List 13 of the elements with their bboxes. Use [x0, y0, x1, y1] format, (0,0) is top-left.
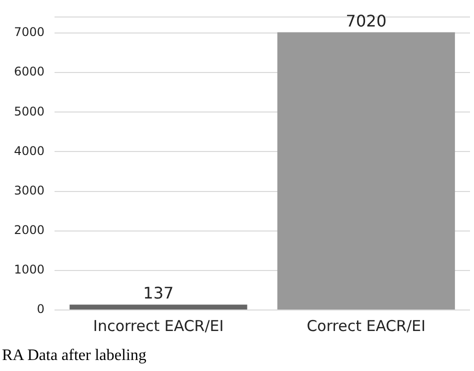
y-tick-label: 1000	[14, 262, 45, 277]
text: RA Data after labeling	[2, 346, 148, 366]
y-tick-label: 0	[36, 302, 45, 316]
data-label: 7020	[346, 11, 386, 30]
y-tick-label: 7000	[14, 25, 45, 40]
data-label: 137	[143, 284, 174, 303]
x-tick-label: Incorrect EACR/EI	[93, 316, 224, 335]
x-tick-label: Correct EACR/EI	[306, 316, 426, 335]
y-tick-label: 3000	[14, 183, 45, 198]
y-tick-label: 6000	[14, 64, 45, 79]
y-tick-label: 5000	[14, 104, 45, 118]
y-tick-label: 2000	[14, 222, 45, 237]
y-tick-label: 4000	[14, 144, 45, 158]
